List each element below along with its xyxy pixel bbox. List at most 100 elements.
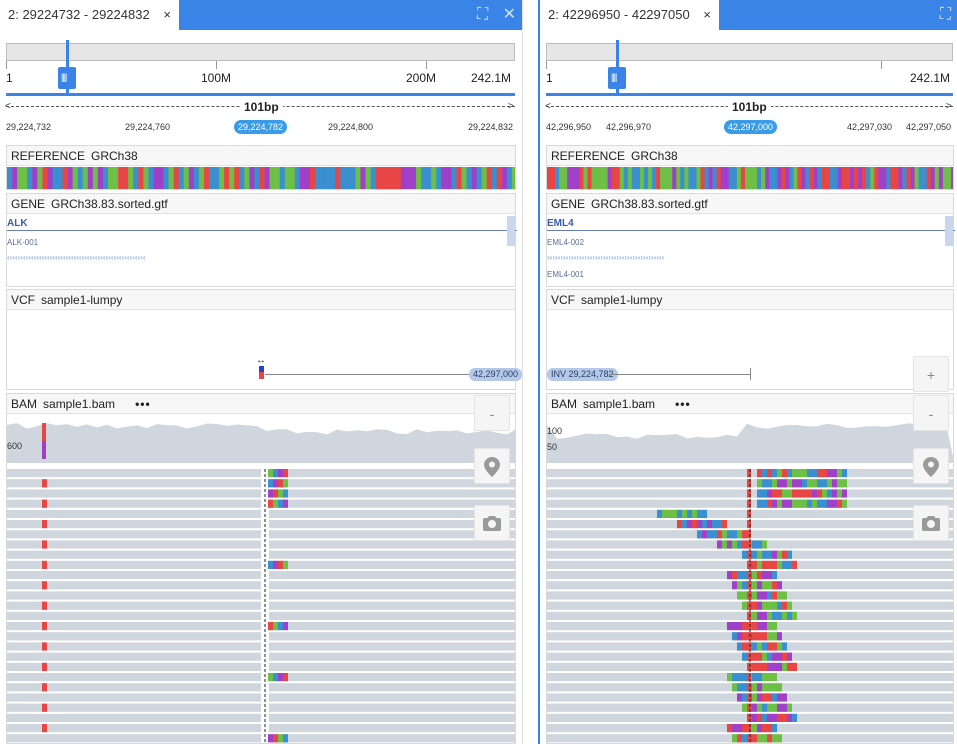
map-pin-icon[interactable] [913, 448, 949, 484]
soft-clip-base [767, 479, 772, 488]
soft-clip-base [762, 713, 767, 722]
soft-clip-base [757, 693, 762, 702]
center-position-badge: 42,297,000 [724, 120, 778, 134]
reference-base [259, 167, 265, 189]
reference-base [7, 167, 13, 189]
close-icon[interactable]: × [703, 7, 711, 22]
close-icon[interactable]: ✕ [502, 6, 516, 23]
split-divider[interactable] [522, 0, 540, 744]
tab-right[interactable]: 2: 42296950 - 42297050 × [540, 0, 719, 30]
soft-clip-base [717, 520, 722, 529]
reference-base [732, 167, 738, 189]
soft-clip-base [677, 509, 682, 518]
reference-base [496, 167, 503, 189]
sv-label[interactable]: 42,297,000 [469, 368, 522, 381]
chromosome-ideogram[interactable] [546, 43, 953, 61]
track-scrollbar[interactable] [945, 216, 953, 246]
soft-clip-base [822, 489, 827, 498]
reference-base [97, 167, 104, 189]
zoom-out-button[interactable]: - [474, 395, 510, 431]
soft-clip-base [782, 489, 787, 498]
resize-arrow-icon[interactable]: ↔ [256, 355, 266, 366]
soft-clip-base [757, 662, 762, 671]
read-alignments[interactable] [7, 469, 515, 744]
read [269, 652, 515, 661]
reference-base [173, 167, 179, 189]
chromosome-position-handle[interactable] [58, 67, 76, 89]
soft-clip-base [757, 734, 762, 743]
read-alignments[interactable] [547, 469, 953, 744]
soft-clip-base [767, 560, 772, 569]
soft-clip-base [762, 724, 767, 733]
soft-clip-base [268, 560, 273, 569]
reference-base [700, 167, 705, 189]
reference-base [461, 167, 467, 189]
reference-base [809, 167, 814, 189]
gene-track: GENE GRCh38.83.sorted.gtf EML4 EML4-002 ›… [546, 193, 955, 287]
transcript-name[interactable]: ALK-001 [7, 238, 39, 247]
read [7, 469, 261, 478]
gene-name[interactable]: ALK [7, 218, 28, 229]
soft-clip-base [782, 703, 787, 712]
read [269, 662, 515, 671]
track-menu-button[interactable]: ••• [675, 397, 691, 411]
read [269, 601, 515, 610]
soft-clip-base [752, 652, 757, 661]
expand-icon[interactable]: ⛶ [939, 6, 951, 23]
soft-clip-base [827, 479, 832, 488]
close-icon[interactable]: × [163, 7, 171, 22]
reference-base [476, 167, 482, 189]
chromosome-position-handle[interactable] [608, 67, 626, 89]
reference-base [299, 167, 306, 189]
sv-label[interactable]: INV 29,224,782 [547, 368, 618, 381]
read-mismatch [42, 683, 47, 692]
reference-base [849, 167, 855, 189]
soft-clip-base [757, 652, 762, 661]
transcript-name[interactable]: EML4-002 [547, 238, 584, 247]
soft-clip-base [792, 469, 797, 478]
read [7, 540, 261, 549]
soft-clip-base [762, 611, 767, 620]
soft-clip-base [737, 683, 742, 692]
position-label: 42,297,050 [906, 122, 952, 132]
soft-clip-base [782, 713, 787, 722]
reference-base [946, 167, 952, 189]
soft-clip-base [737, 622, 742, 631]
position-label: 29,224,800 [328, 122, 374, 132]
expand-icon[interactable]: ⛶ [476, 6, 489, 23]
soft-clip-base [757, 489, 762, 498]
map-pin-icon[interactable] [474, 448, 510, 484]
track-scrollbar[interactable] [507, 216, 515, 246]
tab-bar: 2: 42296950 - 42297050 × ⛶ [540, 0, 957, 30]
soft-clip-base [697, 509, 702, 518]
soft-clip-base [792, 489, 797, 498]
camera-icon[interactable] [474, 505, 510, 541]
soft-clip-base [777, 632, 782, 641]
soft-clip-base [742, 581, 747, 590]
soft-clip-base [777, 489, 782, 498]
read [7, 479, 261, 488]
bp-length-label: 101bp [728, 100, 771, 114]
soft-clip-base [772, 713, 777, 722]
vcf-track: VCF sample1-lumpy INV 29,224,782 [546, 289, 954, 390]
read [7, 713, 261, 722]
camera-icon[interactable] [913, 505, 949, 541]
reference-base [22, 167, 28, 189]
soft-clip-base [767, 550, 772, 559]
tab-left[interactable]: 2: 29224732 - 29224832 × [0, 0, 179, 30]
sv-marker-bottom[interactable] [259, 372, 264, 379]
soft-clip-base [677, 520, 682, 529]
reference-base [833, 167, 839, 189]
chromosome-ideogram[interactable] [6, 43, 515, 61]
gene-name[interactable]: EML4 [547, 218, 574, 229]
track-menu-button[interactable]: ••• [135, 397, 151, 411]
zoom-in-button[interactable]: + [913, 356, 949, 392]
read-mismatch [42, 520, 47, 529]
soft-clip-base [268, 489, 273, 498]
reference-base [918, 167, 923, 189]
soft-clip-base [742, 673, 747, 682]
zoom-out-button[interactable]: - [913, 395, 949, 431]
transcript-name[interactable]: EML4-001 [547, 270, 584, 279]
read-mismatch [42, 560, 47, 569]
sv-marker-top[interactable] [259, 366, 264, 372]
